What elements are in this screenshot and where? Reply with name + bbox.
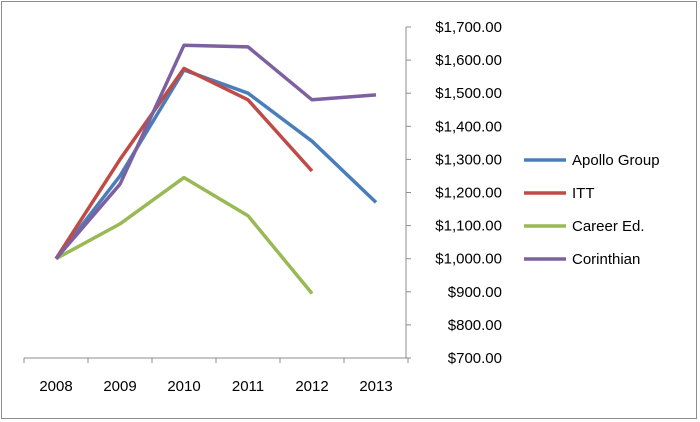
x-tick-label: 2009 [103,378,136,395]
x-tick-label: 2010 [167,378,200,395]
legend-label-corinthian: Corinthian [572,251,640,268]
series-line-corinthian [54,43,377,260]
x-tick-label: 2008 [39,378,72,395]
y-tick-label: $800.00 [448,317,502,334]
y-tick-label: $1,600.00 [435,52,502,69]
legend: Apollo Group ITT Career Ed. Corinthian [524,152,660,268]
x-tick-label: 2013 [359,378,392,395]
y-tick-label: $1,100.00 [435,218,502,235]
y-tick-label: $900.00 [448,284,502,301]
legend-label-career-ed: Career Ed. [572,218,645,235]
series-lines [54,43,378,295]
series-line-itt [54,66,314,260]
axes [23,26,411,363]
y-tick-label: $1,500.00 [435,85,502,102]
x-tick-label: 2012 [295,378,328,395]
y-tick-label: $1,000.00 [435,251,502,268]
series-line-career-ed [55,175,314,295]
legend-label-apollo-group: Apollo Group [572,152,660,169]
legend-label-itt: ITT [572,185,595,202]
y-tick-label: $1,400.00 [435,118,502,135]
y-tick-label: $1,700.00 [435,19,502,36]
y-tick-labels: $700.00 $800.00 $900.00 $1,000.00 $1,100.00 $… [435,19,502,367]
x-tick-label: 2011 [232,378,264,395]
series-line-apollo-group [54,68,378,260]
y-tick-label: $1,200.00 [435,185,502,202]
y-tick-label: $1,300.00 [435,151,502,168]
y-tick-label: $700.00 [448,350,502,367]
x-tick-labels: 2008 2009 2010 2011 2012 2013 [39,378,392,395]
